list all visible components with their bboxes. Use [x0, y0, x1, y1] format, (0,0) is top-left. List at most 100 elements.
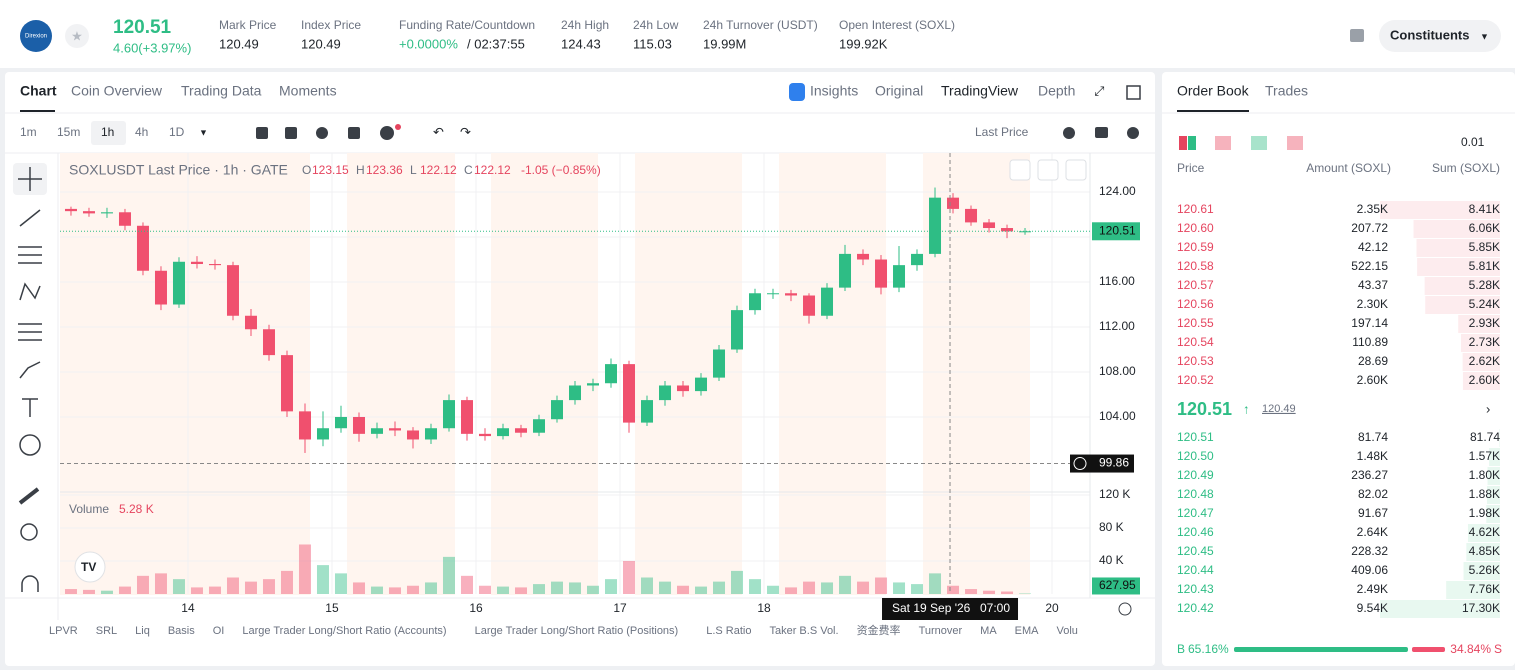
stat-value: +0.0000%: [399, 36, 458, 51]
crosshair-plus[interactable]: [1073, 457, 1087, 471]
mode-list[interactable]: [1287, 136, 1303, 150]
reset[interactable]: [1065, 159, 1087, 181]
ratio-sell: 34.84%: [1450, 642, 1491, 656]
favorite[interactable]: [65, 24, 89, 48]
undo[interactable]: ↶: [433, 124, 444, 139]
indicator[interactable]: Turnover: [919, 625, 963, 637]
indicator[interactable]: EMA: [1015, 625, 1040, 637]
tab[interactable]: Moments: [279, 83, 337, 99]
volume-bar: [605, 579, 618, 594]
crosshair-tag: [1070, 454, 1134, 473]
mode-bids[interactable]: [1251, 136, 1267, 150]
compare-icon[interactable]: [316, 127, 328, 139]
indicator[interactable]: 资金费率: [857, 623, 901, 637]
band: [491, 153, 598, 595]
indicator[interactable]: Basis: [168, 625, 195, 637]
stat-label: 24h Low: [633, 18, 679, 32]
text-tool[interactable]: [22, 398, 38, 417]
precision[interactable]: 0.01: [1461, 135, 1485, 149]
tab[interactable]: Chart: [20, 83, 57, 99]
crosshair-tool[interactable]: [18, 167, 42, 191]
window-icon[interactable]: [1126, 85, 1141, 100]
stat-label: Funding Rate/Countdown: [399, 18, 535, 32]
interval[interactable]: 1h: [101, 125, 114, 139]
fullscreen[interactable]: ⤢: [1094, 83, 1104, 98]
price-type[interactable]: Last Price: [975, 125, 1029, 139]
tab[interactable]: Coin Overview: [71, 83, 163, 99]
template-icon[interactable]: [348, 127, 360, 139]
mode-both[interactable]: [1188, 136, 1196, 150]
magnet-tool[interactable]: [21, 575, 39, 592]
brush-tool[interactable]: [19, 361, 41, 379]
crosshair-time-tag: [882, 598, 1019, 620]
indicator[interactable]: Liq: [135, 625, 150, 637]
depth-bar: [1487, 467, 1500, 485]
view-tab[interactable]: Depth: [1038, 83, 1075, 99]
view-tab[interactable]: Insights: [810, 83, 858, 99]
indicator[interactable]: SRL: [96, 625, 117, 637]
indicator[interactable]: MA: [980, 625, 997, 637]
candle-type-icon[interactable]: [256, 127, 268, 139]
candle-body: [605, 364, 618, 384]
add-icon[interactable]: [380, 126, 394, 140]
arrow[interactable]: ›: [1486, 401, 1490, 416]
interval-caret[interactable]: ▼: [199, 127, 208, 137]
redo[interactable]: ↷: [460, 124, 472, 139]
indicator[interactable]: Large Trader Long/Short Ratio (Positions…: [475, 625, 679, 637]
mode-both[interactable]: [1179, 136, 1187, 150]
candle-body: [190, 261, 203, 265]
ob-tab[interactable]: Trades: [1265, 83, 1308, 99]
ob-price: 120.49: [1177, 468, 1214, 482]
indicator[interactable]: Large Trader Long/Short Ratio (Accounts): [242, 625, 446, 637]
stat-value: 120.49: [301, 36, 341, 51]
search-icon[interactable]: [1063, 127, 1075, 139]
tab[interactable]: Trading Data: [181, 83, 262, 99]
pattern-tool[interactable]: [19, 282, 41, 301]
indicator[interactable]: L.S Ratio: [706, 625, 751, 637]
interval[interactable]: 1D: [169, 125, 185, 139]
camera-icon[interactable]: [1095, 127, 1108, 138]
collapse[interactable]: [1037, 159, 1059, 181]
line-tool[interactable]: [19, 209, 41, 227]
volume-bar: [298, 544, 311, 594]
interval[interactable]: 1m: [20, 125, 37, 139]
fib-tool[interactable]: [18, 323, 42, 341]
view-tab[interactable]: Original: [875, 83, 923, 99]
book-icon[interactable]: [1350, 29, 1364, 42]
settings-icon[interactable]: [1127, 127, 1139, 139]
candle-body: [82, 211, 95, 214]
scroll-down[interactable]: [1009, 159, 1031, 181]
indicator[interactable]: Volu: [1057, 625, 1078, 637]
indicator-icon[interactable]: [285, 127, 297, 139]
mode-asks[interactable]: [1215, 136, 1231, 150]
interval[interactable]: 15m: [57, 125, 80, 139]
depth-bar: [1417, 258, 1500, 276]
volume-bar: [1001, 591, 1014, 594]
candle-body: [514, 428, 527, 433]
stat-value: 120.49: [219, 36, 259, 51]
indicator[interactable]: OI: [213, 625, 225, 637]
ohlc-key: C: [464, 163, 473, 177]
ob-price: 120.55: [1177, 316, 1214, 330]
ruler-tool[interactable]: [18, 487, 40, 505]
ohlc-key: O: [302, 163, 311, 177]
zoom-tool[interactable]: [20, 523, 38, 541]
ob-tab[interactable]: Order Book: [1177, 83, 1250, 99]
axis-settings[interactable]: [1118, 602, 1132, 616]
emoji-tool[interactable]: [19, 434, 41, 456]
view-tab[interactable]: TradingView: [941, 83, 1019, 99]
ob-price: 120.42: [1177, 601, 1214, 615]
drawing-tools: [13, 163, 47, 592]
interval[interactable]: 4h: [135, 125, 148, 139]
candle-body: [785, 293, 798, 296]
indicator[interactable]: LPVR: [49, 625, 78, 637]
candle-body: [100, 212, 113, 214]
candle-body: [1001, 228, 1014, 232]
channel-tool[interactable]: [18, 246, 42, 264]
volume-bar: [154, 573, 167, 594]
constituents-button[interactable]: [1379, 20, 1501, 52]
ob-sum: 2.73K: [1469, 335, 1500, 349]
indicator[interactable]: Taker B.S Vol.: [769, 625, 838, 637]
